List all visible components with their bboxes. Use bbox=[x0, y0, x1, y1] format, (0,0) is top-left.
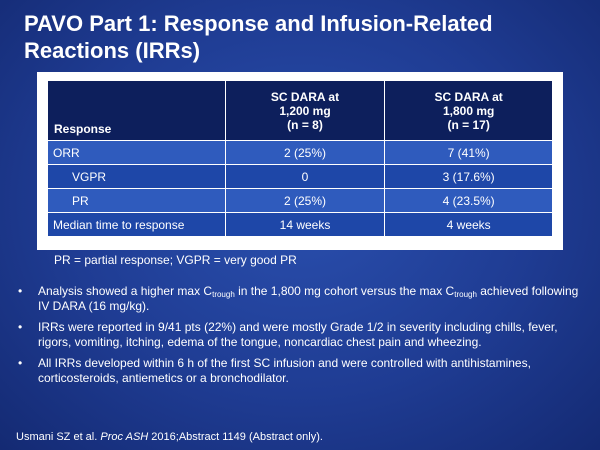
cell-1200mg: 14 weeks bbox=[224, 212, 386, 237]
row-label: ORR bbox=[47, 140, 226, 165]
table-row-pr: PR 2 (25%) 4 (23.5%) bbox=[47, 188, 553, 213]
bullet-text: achieved following IV DARA (16 mg/kg). bbox=[38, 284, 579, 313]
header-1800mg: SC DARA at 1,800 mg (n = 17) bbox=[384, 80, 553, 141]
citation: Usmani SZ et al. Proc ASH 2016;Abstract … bbox=[16, 431, 323, 443]
header-1800mg-line3: (n = 17) bbox=[447, 117, 490, 132]
citation-authors: Usmani SZ et al. bbox=[16, 431, 101, 443]
table-header-row: Response SC DARA at 1,200 mg (n = 8) SC … bbox=[47, 80, 553, 141]
row-label: Median time to response bbox=[47, 212, 226, 237]
table-footnote: PR = partial response; VGPR = very good … bbox=[54, 253, 297, 267]
header-1800mg-line2: 1,800 mg bbox=[442, 103, 495, 118]
bullet-marker: • bbox=[18, 320, 23, 334]
cell-1200mg: 2 (25%) bbox=[224, 140, 386, 165]
subscript: trough bbox=[454, 290, 477, 299]
row-label: VGPR bbox=[47, 164, 226, 189]
header-1200mg: SC DARA at 1,200 mg (n = 8) bbox=[224, 80, 386, 141]
results-table-panel: Response SC DARA at 1,200 mg (n = 8) SC … bbox=[37, 72, 563, 250]
bullet-text: Analysis showed a higher max C bbox=[38, 284, 213, 298]
citation-details: 2016;Abstract 1149 (Abstract only). bbox=[148, 431, 323, 443]
subscript: trough bbox=[212, 290, 235, 299]
bullet-text: in the 1,800 mg cohort versus the max C bbox=[234, 284, 455, 298]
bullet-item: • IRRs were reported in 9/41 pts (22%) a… bbox=[16, 320, 586, 350]
cell-1800mg: 4 weeks bbox=[384, 212, 553, 237]
header-1200mg-line1: SC DARA at bbox=[270, 89, 340, 104]
table-row-vgpr: VGPR 0 3 (17.6%) bbox=[47, 164, 553, 189]
cell-1200mg: 2 (25%) bbox=[224, 188, 386, 213]
header-1800mg-line1: SC DARA at bbox=[434, 89, 503, 104]
bullet-text: All IRRs developed within 6 h of the fir… bbox=[38, 356, 531, 385]
bullet-item: • All IRRs developed within 6 h of the f… bbox=[16, 356, 586, 386]
citation-journal: Proc ASH bbox=[100, 431, 149, 443]
table-row-median-time: Median time to response 14 weeks 4 weeks bbox=[47, 212, 553, 237]
bullet-marker: • bbox=[18, 284, 23, 298]
cell-1200mg: 0 bbox=[224, 164, 386, 189]
header-1200mg-line3: (n = 8) bbox=[287, 117, 323, 132]
table-row-orr: ORR 2 (25%) 7 (41%) bbox=[47, 140, 553, 165]
cell-1800mg: 7 (41%) bbox=[384, 140, 553, 165]
results-table: Response SC DARA at 1,200 mg (n = 8) SC … bbox=[47, 80, 553, 237]
slide-title: PAVO Part 1: Response and Infusion-Relat… bbox=[24, 11, 493, 63]
header-1200mg-line2: 1,200 mg bbox=[279, 103, 331, 118]
cell-1800mg: 4 (23.5%) bbox=[384, 188, 553, 213]
bullet-list: • Analysis showed a higher max Ctrough i… bbox=[16, 284, 586, 392]
cell-1800mg: 3 (17.6%) bbox=[384, 164, 553, 189]
header-response: Response bbox=[47, 80, 226, 141]
row-label: PR bbox=[47, 188, 226, 213]
bullet-text: IRRs were reported in 9/41 pts (22%) and… bbox=[38, 320, 558, 349]
bullet-item: • Analysis showed a higher max Ctrough i… bbox=[16, 284, 586, 314]
bullet-marker: • bbox=[18, 356, 23, 370]
